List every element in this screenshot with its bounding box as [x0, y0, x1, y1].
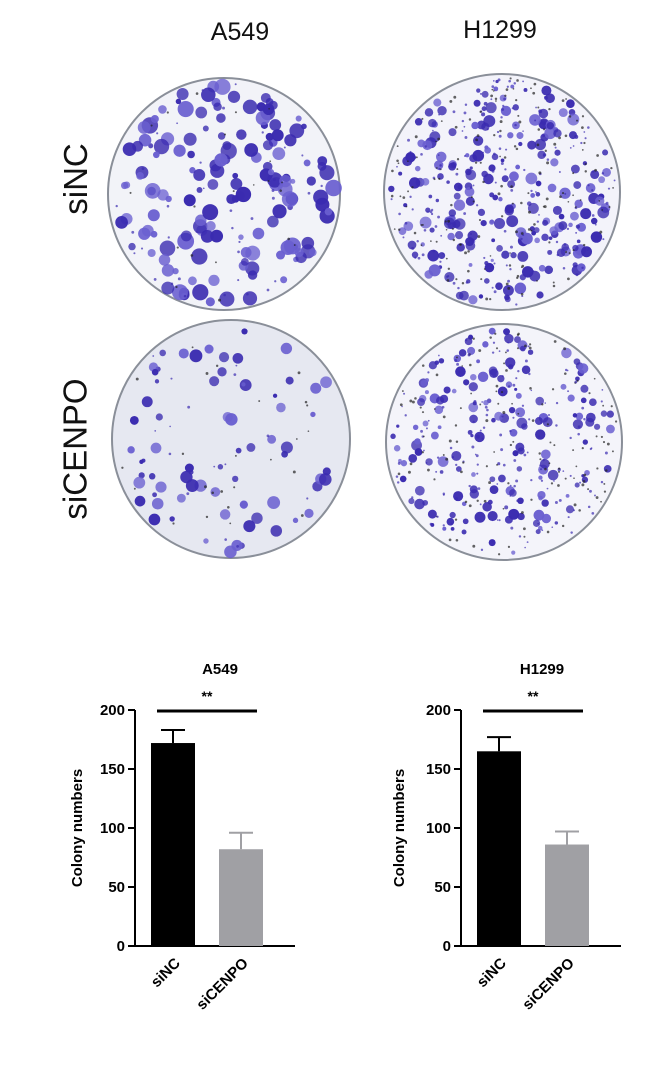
plate-background — [385, 323, 623, 561]
y-tick-label: 50 — [108, 879, 125, 896]
colonies — [390, 327, 618, 556]
bar-marks — [477, 709, 589, 946]
y-tick-label: 0 — [117, 938, 125, 955]
y-tick-label: 100 — [426, 820, 451, 837]
significance-label: ** — [528, 688, 539, 704]
y-tick-label: 150 — [100, 761, 125, 778]
colonies — [121, 328, 332, 559]
plate-background — [111, 319, 351, 559]
y-axis-label: Colony numbers — [69, 769, 86, 887]
x-tick-label-sinc: siNC — [474, 955, 510, 991]
y-tick-label: 200 — [100, 702, 125, 719]
colonies — [388, 77, 616, 306]
dish-h1299-sinc — [383, 73, 621, 311]
y-tick-label: 100 — [100, 820, 125, 837]
y-tick-label: 150 — [426, 761, 451, 778]
colonies — [115, 78, 342, 307]
x-tick-label-sicenpo: siCENPO — [193, 955, 252, 1014]
bar-siCENPO — [219, 849, 263, 946]
y-ticks: 0 50 100 150 200 — [426, 702, 621, 955]
chart-title: H1299 — [520, 661, 564, 678]
row-label-sicenpo: siCENPO — [56, 378, 94, 520]
dish-h1299-sicenpo — [385, 323, 623, 561]
bar-siNC — [477, 751, 521, 946]
column-label-a549: A549 — [210, 18, 270, 46]
bar-marks — [151, 709, 263, 946]
bar-siCENPO — [545, 844, 589, 946]
x-tick-label-sicenpo: siCENPO — [519, 955, 578, 1014]
plate-background — [107, 77, 341, 311]
y-axis-label: Colony numbers — [391, 769, 408, 887]
y-tick-label: 50 — [434, 879, 451, 896]
y-tick-label: 0 — [443, 938, 451, 955]
x-tick-label-sinc: siNC — [148, 955, 184, 991]
bar-siNC — [151, 743, 195, 946]
row-label-sinc: siNC — [56, 143, 94, 215]
y-ticks: 0 50 100 150 200 — [100, 702, 295, 955]
column-label-h1299: H1299 — [463, 16, 537, 44]
chart-title: A549 — [202, 661, 238, 678]
bar-chart-a549: A549 Colony numbers 0 50 100 150 200 ** siNC… — [69, 661, 295, 1014]
dish-a549-sinc — [107, 77, 342, 311]
dish-a549-sicenpo — [111, 319, 351, 559]
significance-label: ** — [202, 688, 213, 704]
y-tick-label: 200 — [426, 702, 451, 719]
bar-chart-h1299: H1299 Colony numbers 0 50 100 150 200 ** siN… — [391, 661, 621, 1014]
